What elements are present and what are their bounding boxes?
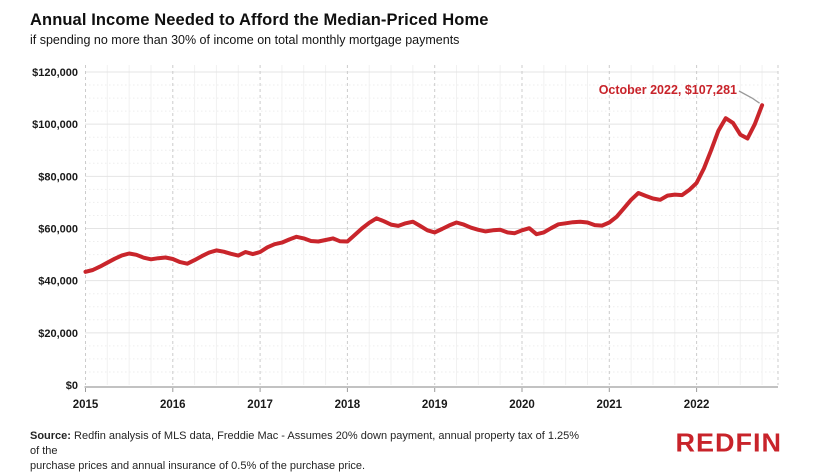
peak-annotation-label: October 2022, $107,281 xyxy=(598,83,737,97)
x-axis-tick-label: 2016 xyxy=(160,399,186,411)
y-axis-tick-label: $20,000 xyxy=(38,328,78,340)
y-axis-tick-label: $80,000 xyxy=(38,171,78,183)
x-axis-tick-label: 2015 xyxy=(73,399,99,411)
y-axis-tick-label: $60,000 xyxy=(38,224,78,236)
source-label: Source: xyxy=(30,430,71,442)
x-axis-tick-label: 2017 xyxy=(247,399,273,411)
y-axis-tick-label: $40,000 xyxy=(38,276,78,288)
y-axis-tick-label: $0 xyxy=(66,380,78,392)
y-axis-tick-label: $120,000 xyxy=(32,67,78,79)
redfin-logo: REDFIN xyxy=(675,428,782,458)
source-note: Source: Redfin analysis of MLS data, Fre… xyxy=(30,429,590,472)
y-axis-tick-label: $100,000 xyxy=(32,119,78,131)
income-needed-line xyxy=(83,103,765,274)
x-axis-tick-label: 2022 xyxy=(684,399,710,411)
x-axis-tick-label: 2019 xyxy=(422,399,448,411)
chart-subtitle: if spending no more than 30% of income o… xyxy=(30,33,460,47)
source-text-line2: purchase prices and annual insurance of … xyxy=(30,460,366,472)
x-axis-tick-label: 2018 xyxy=(335,399,361,411)
chart-title: Annual Income Needed to Afford the Media… xyxy=(30,11,489,29)
x-axis-tick-label: 2021 xyxy=(597,399,623,411)
source-text-line1: Redfin analysis of MLS data, Freddie Mac… xyxy=(30,430,580,457)
annotation-connector-line xyxy=(738,90,760,104)
x-axis-tick-label: 2020 xyxy=(509,399,535,411)
